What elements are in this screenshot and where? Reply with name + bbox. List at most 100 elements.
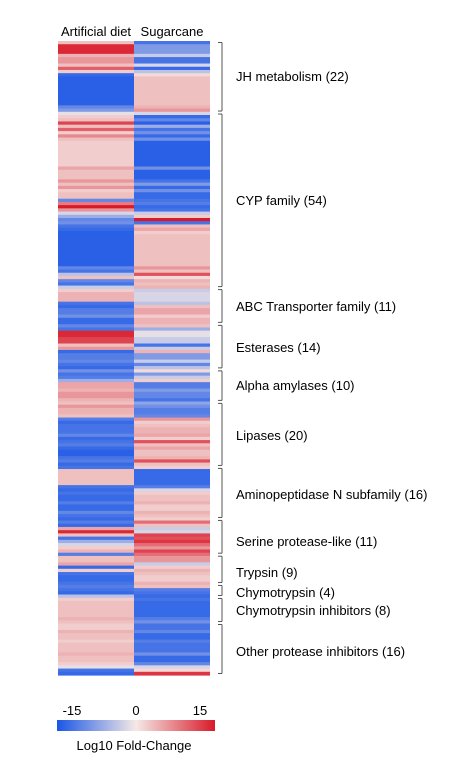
heatmap-cell xyxy=(134,662,210,666)
heatmap-cell xyxy=(58,230,134,235)
heatmap-cell xyxy=(58,568,134,573)
heatmap-cell xyxy=(134,63,210,68)
group-brackets xyxy=(218,42,223,674)
heatmap-cell xyxy=(58,362,134,367)
heatmap-cell xyxy=(134,227,210,232)
group-label-alpha-amylases: Alpha amylases (10) xyxy=(236,378,355,393)
heatmap-cell xyxy=(58,346,134,351)
group-label-lipases: Lipases (20) xyxy=(236,428,308,443)
heatmap-cell xyxy=(134,404,210,409)
heatmap-cell xyxy=(134,292,210,303)
heatmap-cell xyxy=(134,353,210,361)
heatmap-cell xyxy=(134,375,210,380)
heatmap-cell xyxy=(58,44,134,55)
heatmap-cell xyxy=(58,134,134,139)
heatmap-cell xyxy=(134,192,210,200)
heatmap-cell xyxy=(134,629,210,634)
heatmap-cell xyxy=(58,485,134,489)
heatmap-cell xyxy=(58,288,134,293)
heatmap-cell xyxy=(58,382,134,390)
heatmap-cell xyxy=(58,275,134,280)
heatmap-cell xyxy=(134,623,210,631)
heatmap-cell xyxy=(134,504,210,512)
heatmap-cell xyxy=(134,221,210,226)
heatmap-cell xyxy=(134,388,210,393)
heatmap-cell xyxy=(134,600,210,618)
heatmap-cell xyxy=(58,375,134,380)
heatmap-cell xyxy=(134,398,210,403)
heatmap-cell xyxy=(134,105,210,110)
heatmap-cell xyxy=(134,134,210,139)
heatmap-cell xyxy=(58,137,134,142)
colorbar xyxy=(57,720,215,731)
heatmap-cell xyxy=(58,555,134,563)
heatmap-cell xyxy=(58,436,134,441)
heatmap-cell xyxy=(58,440,134,444)
heatmap-cell xyxy=(58,327,134,332)
heatmap-cell xyxy=(134,446,210,451)
heatmap-cell xyxy=(134,108,210,113)
heatmap-cell xyxy=(58,372,134,377)
heatmap-cell xyxy=(58,359,134,364)
heatmap-cell xyxy=(58,594,134,599)
heatmap-cell xyxy=(134,378,210,383)
heatmap-cell xyxy=(134,568,210,573)
heatmap-cell xyxy=(134,327,210,332)
heatmap-cell xyxy=(58,369,134,374)
heatmap-cell xyxy=(134,269,210,274)
heatmap-cell xyxy=(134,76,210,106)
heatmap-cell xyxy=(58,378,134,383)
heatmap-cell xyxy=(58,272,134,277)
heatmap-cell xyxy=(58,655,134,663)
heatmap-cell xyxy=(58,462,134,467)
heatmap-cell xyxy=(58,562,134,567)
heatmap-cell xyxy=(58,182,134,187)
heatmap-cell xyxy=(134,443,210,448)
heatmap-cell xyxy=(134,485,210,489)
heatmap-cell xyxy=(58,127,134,132)
heatmap-cell xyxy=(134,617,210,621)
heatmap-cell xyxy=(134,211,210,216)
heatmap-cell xyxy=(58,343,134,348)
colorbar-tick-min: -15 xyxy=(63,703,82,718)
group-label-trypsin: Trypsin (9) xyxy=(236,565,298,580)
heatmap-cell xyxy=(58,539,134,544)
heatmap-cell xyxy=(134,536,210,541)
heatmap-cell xyxy=(134,456,210,460)
heatmap-cell xyxy=(58,552,134,557)
heatmap-cell xyxy=(134,224,210,229)
heatmap-cell xyxy=(134,308,210,316)
heatmap-cell xyxy=(58,449,134,457)
heatmap-cell xyxy=(58,652,134,657)
heatmap-cell xyxy=(58,317,134,325)
heatmap-cell xyxy=(58,671,134,676)
heatmap-cell xyxy=(134,414,210,419)
heatmap-cell xyxy=(58,349,134,354)
heatmap-cell xyxy=(134,462,210,467)
heatmap-cell xyxy=(58,459,134,464)
heatmap-cell xyxy=(58,514,134,518)
heatmap-cell xyxy=(58,301,134,306)
heatmap-cell xyxy=(58,66,134,71)
heatmap-cell xyxy=(58,491,134,496)
heatmap-cell xyxy=(58,536,134,541)
heatmap-cell xyxy=(58,227,134,232)
heatmap-cell xyxy=(58,166,134,171)
heatmap-cell xyxy=(134,131,210,135)
heatmap-cell xyxy=(134,417,210,422)
heatmap-cell xyxy=(58,179,134,184)
heatmap-cell xyxy=(134,127,210,132)
heatmap-cell xyxy=(58,494,134,502)
heatmap-cell xyxy=(58,543,134,547)
heatmap-cell xyxy=(58,337,134,345)
heatmap-cell xyxy=(58,629,134,634)
heatmap-cell xyxy=(58,520,134,525)
heatmap-cell xyxy=(134,73,210,77)
heatmap-cell xyxy=(58,214,134,219)
heatmap-cells xyxy=(58,41,210,676)
heatmap-cell xyxy=(134,369,210,374)
heatmap-cell xyxy=(134,633,210,641)
heatmap-cell xyxy=(134,372,210,377)
heatmap-cell xyxy=(134,655,210,663)
